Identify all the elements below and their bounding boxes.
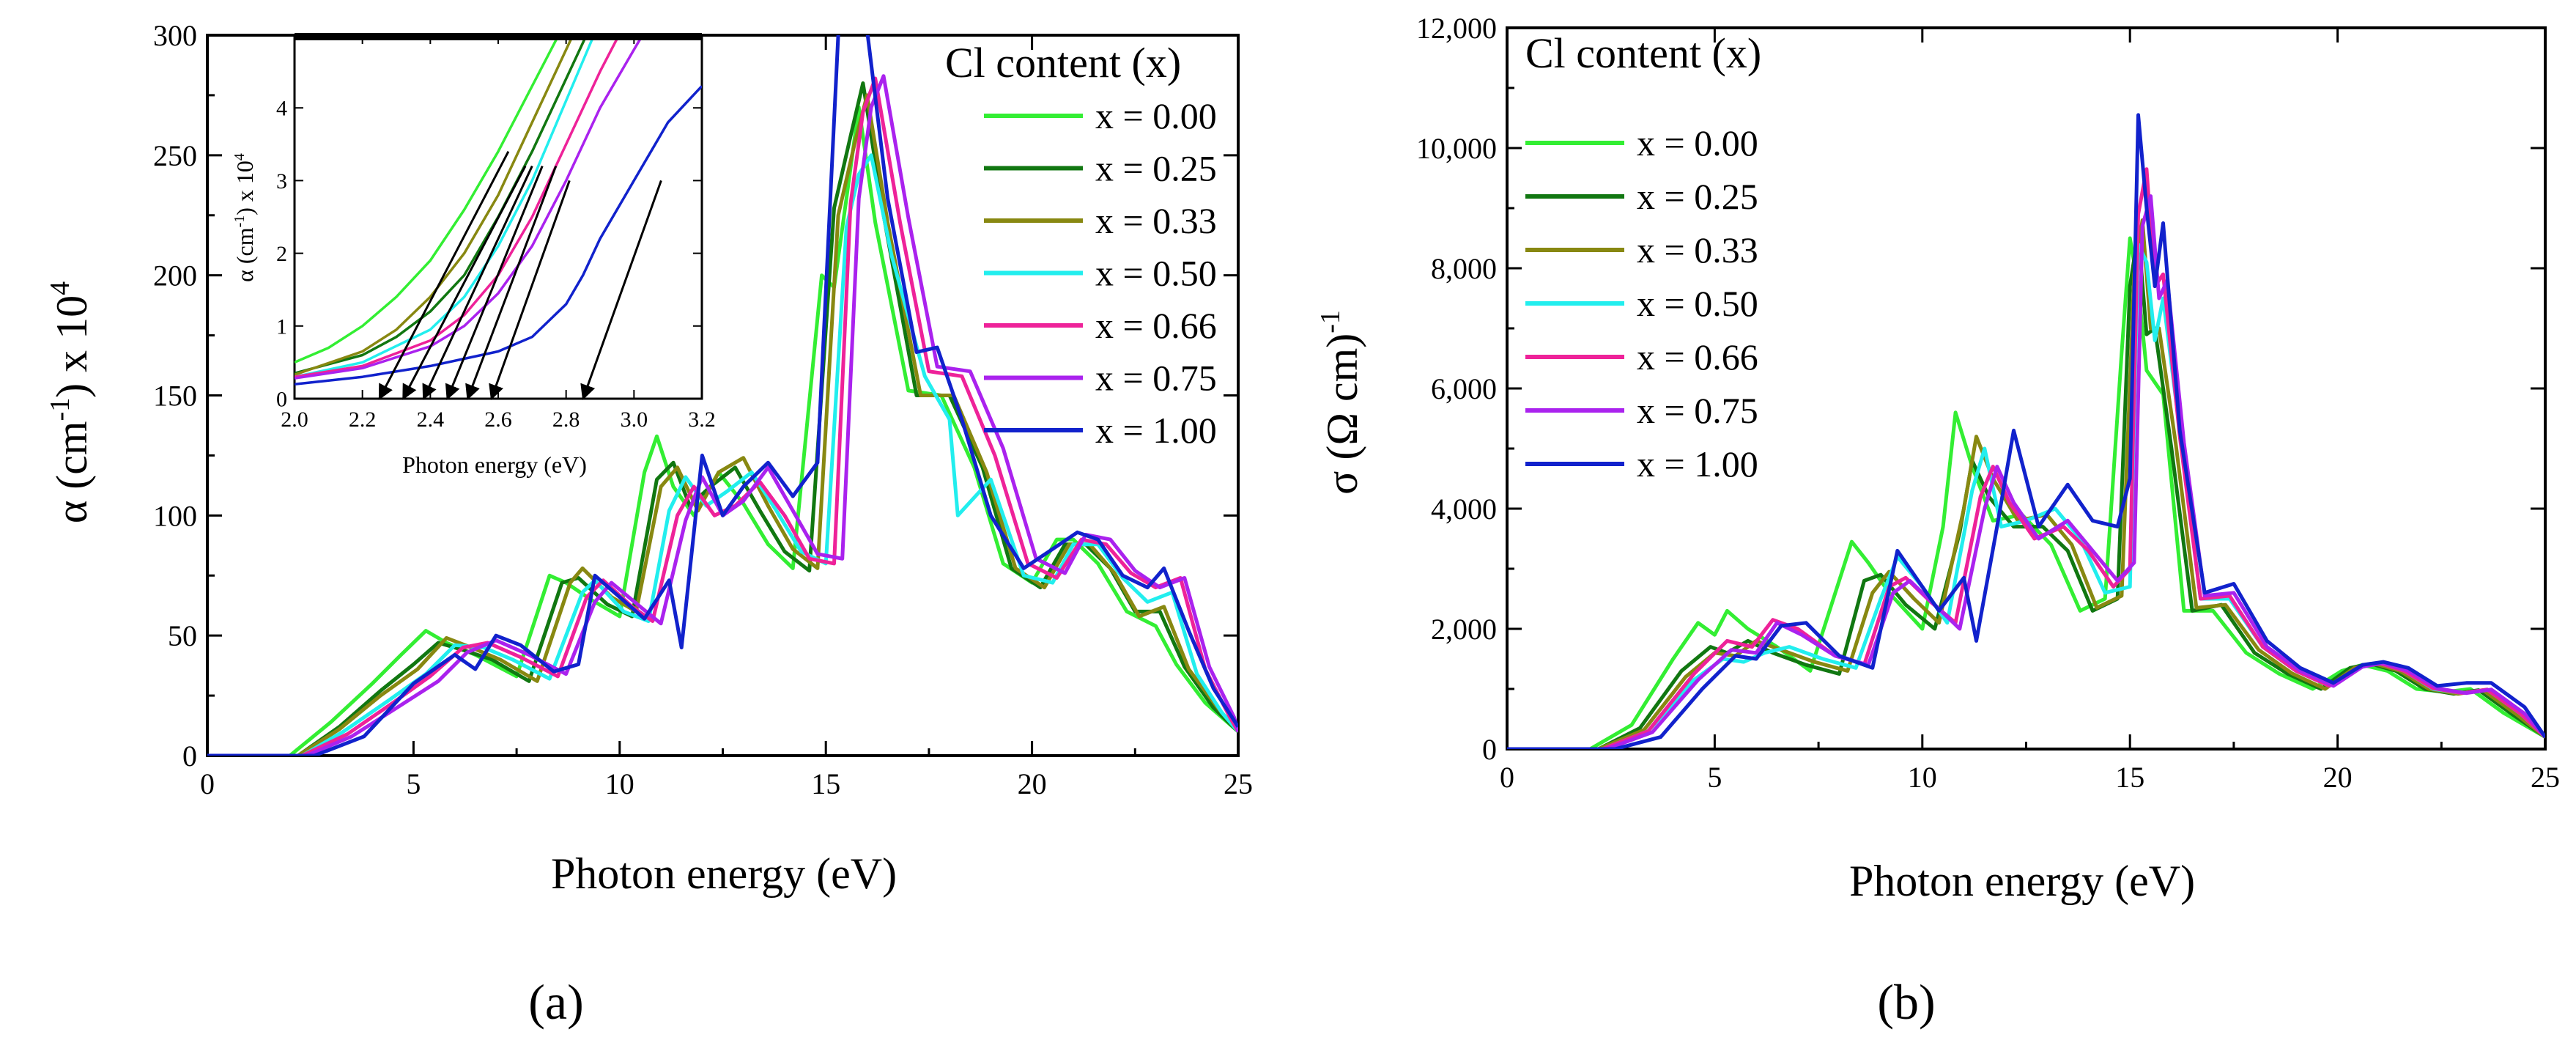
legend-b: Cl content (x) x = 0.00 x = 0.25 x = 0.33 x… xyxy=(1525,29,1761,484)
a-xtick-label: 20 xyxy=(1018,767,1047,800)
a_inset-xtick-label: 3.0 xyxy=(621,408,648,432)
panel-inset: 2.0 2.2 2.4 2.6 2.8 3.0 3.2 0 1 2 3 4 xyxy=(276,33,716,432)
a-xtick-label: 5 xyxy=(406,767,421,800)
legend-a-entry-label: x = 0.50 xyxy=(1095,253,1217,294)
legend-a: Cl content (x) x = 0.00 x = 0.25 x = 0.33 x… xyxy=(945,39,1217,451)
panel-a-ylabel-mid: ) x 10 xyxy=(48,295,96,398)
a-xtick-label: 0 xyxy=(200,767,215,800)
a_inset-series-line xyxy=(295,35,596,378)
b-ytick-label: 8,000 xyxy=(1431,252,1497,285)
a_inset-tangent-arrow xyxy=(378,151,510,400)
b-xtick-label: 15 xyxy=(2115,761,2144,794)
legend-a-entry-label: x = 1.00 xyxy=(1095,410,1217,451)
panel-b: 0 5 10 15 20 25 0 2,000 4,000 6,000 8,000 10,000 12,… xyxy=(1416,12,2560,794)
legend-a-entry-label: x = 0.33 xyxy=(1095,200,1217,241)
a-ytick-label: 0 xyxy=(182,740,197,772)
a_inset-xtick-label: 2.2 xyxy=(349,408,377,432)
inset-ylabel: α (cm-1) x 104 xyxy=(232,153,258,282)
legend-b-title: Cl content (x) xyxy=(1525,29,1761,77)
b-ytick-label: 10,000 xyxy=(1416,132,1497,165)
b-ytick-label: 12,000 xyxy=(1416,12,1497,45)
b-ytick-label: 6,000 xyxy=(1431,372,1497,405)
b-xtick-label: 25 xyxy=(2531,761,2560,794)
a-series-line xyxy=(207,74,1238,756)
a_inset-tangent-arrow xyxy=(445,165,544,400)
a_inset-ytick-label: 4 xyxy=(276,97,287,121)
a_inset-ytick-label: 3 xyxy=(276,169,287,193)
b-series-line xyxy=(1507,113,2545,749)
a_inset-series-line xyxy=(295,35,560,364)
a_inset-xtick-label: 2.0 xyxy=(281,408,308,432)
b-ytick-label: 4,000 xyxy=(1431,493,1497,526)
a-xtick-label: 15 xyxy=(811,767,840,800)
inset-ylabel-base: α (cm xyxy=(232,227,258,282)
b-xtick-label: 20 xyxy=(2323,761,2353,794)
panel-b-label: (b) xyxy=(1877,974,1935,1030)
a_inset-ytick-label: 2 xyxy=(276,242,287,266)
legend-a-entry-label: x = 0.00 xyxy=(1095,95,1217,136)
a_inset-tangent-arrow xyxy=(489,180,571,400)
a-ytick-label: 300 xyxy=(153,19,197,52)
a_inset-xtick-label: 2.8 xyxy=(552,408,580,432)
inset-ylabel-mid: ) x 10 xyxy=(232,161,258,215)
panel-b-xlabel: Photon energy (eV) xyxy=(1849,857,2195,905)
panel-a-label: (a) xyxy=(528,974,583,1030)
a-ytick-label: 150 xyxy=(153,380,197,413)
legend-b-entry-label: x = 0.66 xyxy=(1637,336,1758,377)
panel-b-ylabel: σ (Ω cm)-1 xyxy=(1315,310,1366,495)
a-ytick-label: 50 xyxy=(168,619,197,652)
inset-xlabel: Photon energy (eV) xyxy=(402,451,587,478)
panel-a-ylabel-base: α (cm xyxy=(48,421,96,523)
inset-ylabel-sup2: 4 xyxy=(232,153,248,161)
legend-b-entry-label: x = 0.25 xyxy=(1637,176,1758,217)
b-xtick-label: 5 xyxy=(1707,761,1722,794)
legend-b-entry-label: x = 0.50 xyxy=(1637,283,1758,324)
a-xtick-label: 25 xyxy=(1224,767,1253,800)
panel-b-ylabel-sup1: -1 xyxy=(1315,310,1346,333)
a_inset-tangent-arrow xyxy=(401,165,527,400)
a_inset-xtick-label: 2.4 xyxy=(417,408,445,432)
legend-a-entry-label: x = 0.75 xyxy=(1095,358,1217,399)
a_inset-series-line xyxy=(295,35,644,380)
a_inset-xtick-label: 2.6 xyxy=(484,408,512,432)
legend-b-entry-label: x = 1.00 xyxy=(1637,443,1758,484)
a_inset-tangent-arrow xyxy=(465,166,558,400)
legend-b-entry-label: x = 0.33 xyxy=(1637,229,1758,270)
a-ytick-label: 100 xyxy=(153,499,197,532)
a_inset-xtick-label: 3.2 xyxy=(688,408,716,432)
legend-a-title: Cl content (x) xyxy=(945,39,1181,86)
legend-b-entry-label: x = 0.75 xyxy=(1637,390,1758,431)
b-xtick-label: 0 xyxy=(1500,761,1514,794)
panel-a-xlabel: Photon energy (eV) xyxy=(551,849,897,898)
inset-ylabel-sup1: -1 xyxy=(232,215,248,228)
legend-b-entry-label: x = 0.00 xyxy=(1637,122,1758,163)
a-ytick-label: 250 xyxy=(153,139,197,172)
panel-b-ylabel-base: σ (Ω cm) xyxy=(1318,333,1366,495)
a-ytick-label: 200 xyxy=(153,259,197,292)
a_inset-ytick-label: 0 xyxy=(276,388,287,412)
b-ytick-label: 0 xyxy=(1482,733,1497,766)
a_inset-series-line xyxy=(295,35,588,375)
a-xtick-label: 10 xyxy=(605,767,634,800)
panel-a-ylabel: α (cm-1) x 104 xyxy=(45,281,96,523)
legend-a-entry-label: x = 0.66 xyxy=(1095,305,1217,346)
a_inset-ytick-label: 1 xyxy=(276,314,287,339)
a-series-line xyxy=(207,35,1238,756)
b-ytick-label: 2,000 xyxy=(1431,613,1497,646)
panel-a-ylabel-sup2: 4 xyxy=(45,281,75,295)
legend-a-entry-label: x = 0.25 xyxy=(1095,148,1217,189)
a_inset-tangent-arrow xyxy=(580,180,662,400)
b-xtick-label: 10 xyxy=(1908,761,1937,794)
a_inset-tangent-arrow xyxy=(422,165,533,400)
a_inset-series-line xyxy=(295,35,574,376)
a-series-line xyxy=(207,153,1238,756)
a_inset-series-line xyxy=(295,85,702,386)
panel-a-ylabel-sup1: -1 xyxy=(45,398,75,421)
